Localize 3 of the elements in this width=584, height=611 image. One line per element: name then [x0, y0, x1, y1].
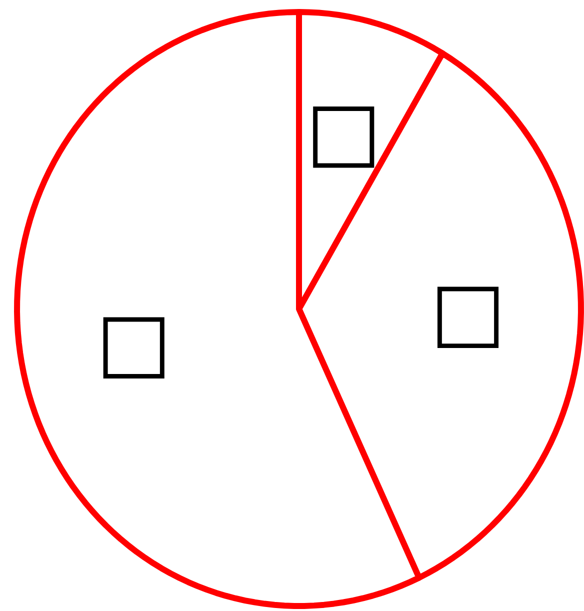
slice-label: □ [437, 286, 499, 348]
slice-label: □ [313, 106, 374, 168]
slice-label: □ [103, 317, 164, 379]
